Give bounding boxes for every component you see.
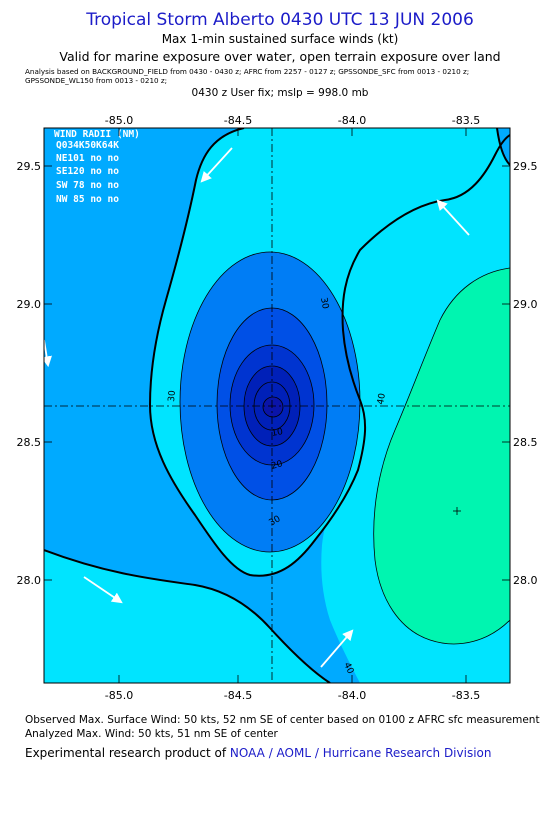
subtitle-exposure: Valid for marine exposure over water, op… — [59, 49, 501, 64]
lat-tick-label: 28.0 — [513, 574, 538, 587]
analyzed-max-wind: Analyzed Max. Wind: 50 kts, 51 nm SE of … — [25, 728, 278, 740]
lon-tick-label: -84.5 — [224, 689, 252, 702]
wind-radii-columns: Q034K50K64K — [56, 140, 119, 151]
wind-vector-arrow — [83, 576, 123, 604]
wind-radii-row: NW 85 no no — [56, 194, 119, 205]
lat-tick-label: 29.0 — [513, 298, 538, 311]
lon-tick-label: -84.0 — [338, 114, 366, 127]
contour-label: 40 — [341, 661, 355, 676]
wind-vector-arrow — [320, 629, 354, 668]
wind-vector-arrow — [44, 339, 52, 368]
lat-tick-label: 28.5 — [513, 436, 538, 449]
wind-vector-arrow — [436, 199, 470, 236]
wind-radii-row: SW 78 no no — [56, 180, 119, 191]
analysis-sources-line2: GPSSONDE_WL150 from 0013 - 0210 z; — [25, 76, 168, 85]
lon-tick-label: -85.0 — [105, 114, 133, 127]
contour-label: 30 — [318, 297, 330, 310]
lon-labels-top: -85.0 -84.5 -84.0 -83.5 — [105, 114, 480, 127]
lon-labels-bottom: -85.0 -84.5 -84.0 -83.5 — [105, 689, 480, 702]
lat-tick-label: 29.0 — [17, 298, 42, 311]
observed-max-wind: Observed Max. Surface Wind: 50 kts, 52 n… — [25, 714, 540, 726]
wind-radii-header: WIND RADII (NM) — [54, 129, 140, 140]
contour-label: 30 — [167, 390, 178, 403]
lat-labels-right: 29.5 29.0 28.5 28.0 — [513, 160, 538, 587]
lat-tick-label: 28.5 — [17, 436, 42, 449]
page-title: Tropical Storm Alberto 0430 UTC 13 JUN 2… — [86, 10, 474, 30]
wind-vectors — [44, 147, 470, 668]
lon-tick-label: -83.5 — [452, 689, 480, 702]
wind-vector-arrow — [200, 147, 233, 183]
wind-radii-row: SE120 no no — [56, 166, 119, 177]
lat-tick-label: 28.0 — [17, 574, 42, 587]
contour-label: 20 — [270, 459, 284, 472]
wind-contour-field: 30 30 30 40 40 20 10 WIND RADII (NM) Q03… — [44, 128, 510, 683]
lon-tick-label: -84.0 — [338, 689, 366, 702]
lon-tick-label: -83.5 — [452, 114, 480, 127]
subtitle-wind-type: Max 1-min sustained surface winds (kt) — [161, 32, 399, 46]
lat-tick-label: 29.5 — [17, 160, 42, 173]
contour-30kt — [44, 128, 510, 683]
max-wind-marker — [453, 507, 461, 515]
axis-ticks — [44, 128, 510, 683]
wind-radii-row: NE101 no no — [56, 153, 119, 164]
storm-core — [263, 397, 283, 417]
lat-tick-label: 29.5 — [513, 160, 538, 173]
band-40-50kt — [373, 268, 510, 644]
storm-fix-info: 0430 z User fix; mslp = 998.0 mb — [191, 87, 369, 99]
plot-frame — [43, 127, 511, 684]
credit-prefix: Experimental research product of — [25, 746, 230, 760]
lon-tick-label: -85.0 — [105, 689, 133, 702]
credit-organization-link[interactable]: NOAA / AOML / Hurricane Research Divisio… — [229, 746, 492, 760]
wind-radii-table: WIND RADII (NM) Q034K50K64K NE101 no no … — [54, 129, 140, 205]
band-30-40kt-south — [44, 550, 330, 683]
contour-label: 40 — [376, 392, 388, 405]
lon-tick-label: -84.5 — [224, 114, 252, 127]
lat-labels-left: 29.5 29.0 28.5 28.0 — [17, 160, 42, 587]
contour-label: 10 — [271, 427, 284, 439]
credit-line: Experimental research product of NOAA / … — [25, 746, 491, 760]
analysis-sources-line1: Analysis based on BACKGROUND_FIELD from … — [25, 67, 470, 76]
